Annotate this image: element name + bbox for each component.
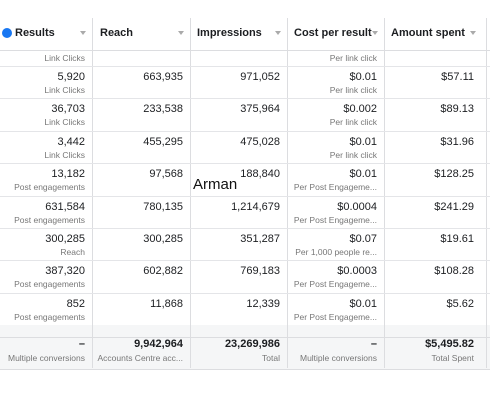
impressions: 351,287 [240, 233, 280, 245]
cost-per-result: $0.01 [349, 71, 377, 83]
sort-icon[interactable] [470, 31, 476, 35]
column-divider [190, 18, 191, 368]
cost-per-result: $0.01 [349, 135, 377, 148]
reach: 300,285 [143, 233, 183, 245]
row-divider [0, 260, 490, 262]
sort-icon[interactable] [372, 31, 378, 35]
column-divider [486, 18, 487, 368]
reach: 663,935 [143, 71, 183, 83]
amount-spent: $128.25 [434, 168, 474, 181]
cost-sublabel: Per Post Engageme... [293, 214, 377, 225]
cost-per-result: $0.0003 [337, 265, 377, 278]
sort-icon[interactable] [275, 31, 281, 35]
total-impressions: 23,269,986 [224, 338, 280, 350]
row-divider [0, 228, 490, 229]
cost-sublabel: Per link click [329, 117, 377, 128]
results-sublabel: Link Clicks [44, 53, 85, 63]
column-header: Results [15, 27, 55, 39]
results: 3,442 [57, 135, 85, 148]
row-divider [0, 98, 490, 100]
column-divider [92, 18, 93, 368]
column-header: Impressions [197, 27, 262, 39]
results-sublabel: Link Clicks [44, 85, 85, 95]
results-sublabel: Post engagements [14, 182, 85, 193]
column-divider [384, 18, 385, 368]
results-sublabel: Post engagements [14, 214, 85, 225]
column-header: Reach [100, 27, 134, 39]
sort-icon[interactable] [178, 31, 184, 35]
reach: 455,295 [143, 135, 183, 148]
results: 36,703 [51, 103, 85, 116]
impressions: 1,214,679 [231, 200, 280, 213]
row-divider [0, 195, 490, 197]
amount-spent: $241.29 [434, 200, 474, 213]
cost-sublabel: Per Post Engageme... [293, 182, 377, 193]
results-sublabel: Post engagements [14, 279, 85, 290]
impressions: 475,028 [240, 135, 280, 148]
column-divider [287, 18, 288, 368]
total-reach-sublabel: Accounts Centre acc... [97, 353, 183, 363]
impressions: 188,840 [240, 168, 280, 181]
cost-sublabel: Per Post Engageme... [293, 279, 377, 290]
column-header: Amount spent [391, 27, 465, 39]
total-spent: $5,495.82 [425, 338, 474, 350]
reach: 97,568 [149, 168, 183, 181]
amount-spent: $89.13 [440, 103, 474, 116]
results: 631,584 [45, 200, 85, 213]
results: 387,320 [45, 265, 85, 278]
cost-per-result: $0.07 [349, 233, 377, 245]
results-sublabel: Link Clicks [44, 117, 85, 128]
results: 13,182 [51, 168, 85, 181]
total-results: – [78, 338, 85, 350]
results-sublabel: Reach [60, 247, 85, 257]
row-divider [0, 130, 490, 132]
reach: 780,135 [143, 200, 183, 213]
cost-sublabel: Per Post Engageme... [293, 311, 377, 322]
results: 852 [66, 297, 85, 310]
results: 5,920 [57, 71, 85, 83]
info-icon[interactable] [2, 28, 12, 38]
amount-spent: $5.62 [446, 297, 474, 310]
cut-row [0, 325, 490, 337]
impressions: 12,339 [246, 297, 280, 310]
results: 300,285 [45, 233, 85, 245]
impressions: 375,964 [240, 103, 280, 116]
reach: 11,868 [150, 297, 183, 310]
total-spent-sublabel: Total Spent [431, 353, 474, 363]
amount-spent: $57.11 [441, 71, 474, 83]
impressions: 971,052 [240, 71, 280, 83]
row-divider [0, 163, 490, 165]
cost-sublabel: Per link click [329, 85, 377, 95]
row-divider [0, 66, 490, 67]
column-header: Cost per result [294, 27, 372, 39]
row-divider [0, 292, 490, 294]
cost-per-result: $0.01 [349, 297, 377, 310]
cost-sublabel: Per link click [329, 149, 377, 160]
results-sublabel: Link Clicks [44, 149, 85, 160]
total-cost: – [370, 338, 377, 350]
total-impressions-sublabel: Total [262, 353, 280, 363]
total-reach: 9,942,964 [134, 338, 183, 350]
impressions: 769,183 [240, 265, 280, 278]
reach: 602,882 [143, 265, 183, 278]
total-cost-sublabel: Multiple conversions [299, 353, 377, 363]
cost-per-result: $0.0004 [337, 200, 377, 213]
cost-per-result: $0.01 [349, 168, 377, 181]
cost-sublabel: Per 1,000 people re... [295, 247, 377, 257]
total-results-sublabel: Multiple conversions [7, 353, 85, 363]
cost-sublabel: Per link click [329, 53, 377, 63]
sort-icon[interactable] [80, 31, 86, 35]
cost-per-result: $0.002 [343, 103, 377, 116]
overlay-text: Arman [193, 176, 238, 193]
reach: 233,538 [143, 103, 183, 116]
results-sublabel: Post engagements [14, 311, 85, 322]
totals-row [0, 337, 490, 370]
amount-spent: $31.96 [440, 135, 474, 148]
amount-spent: $19.61 [440, 233, 474, 245]
amount-spent: $108.28 [434, 265, 474, 278]
